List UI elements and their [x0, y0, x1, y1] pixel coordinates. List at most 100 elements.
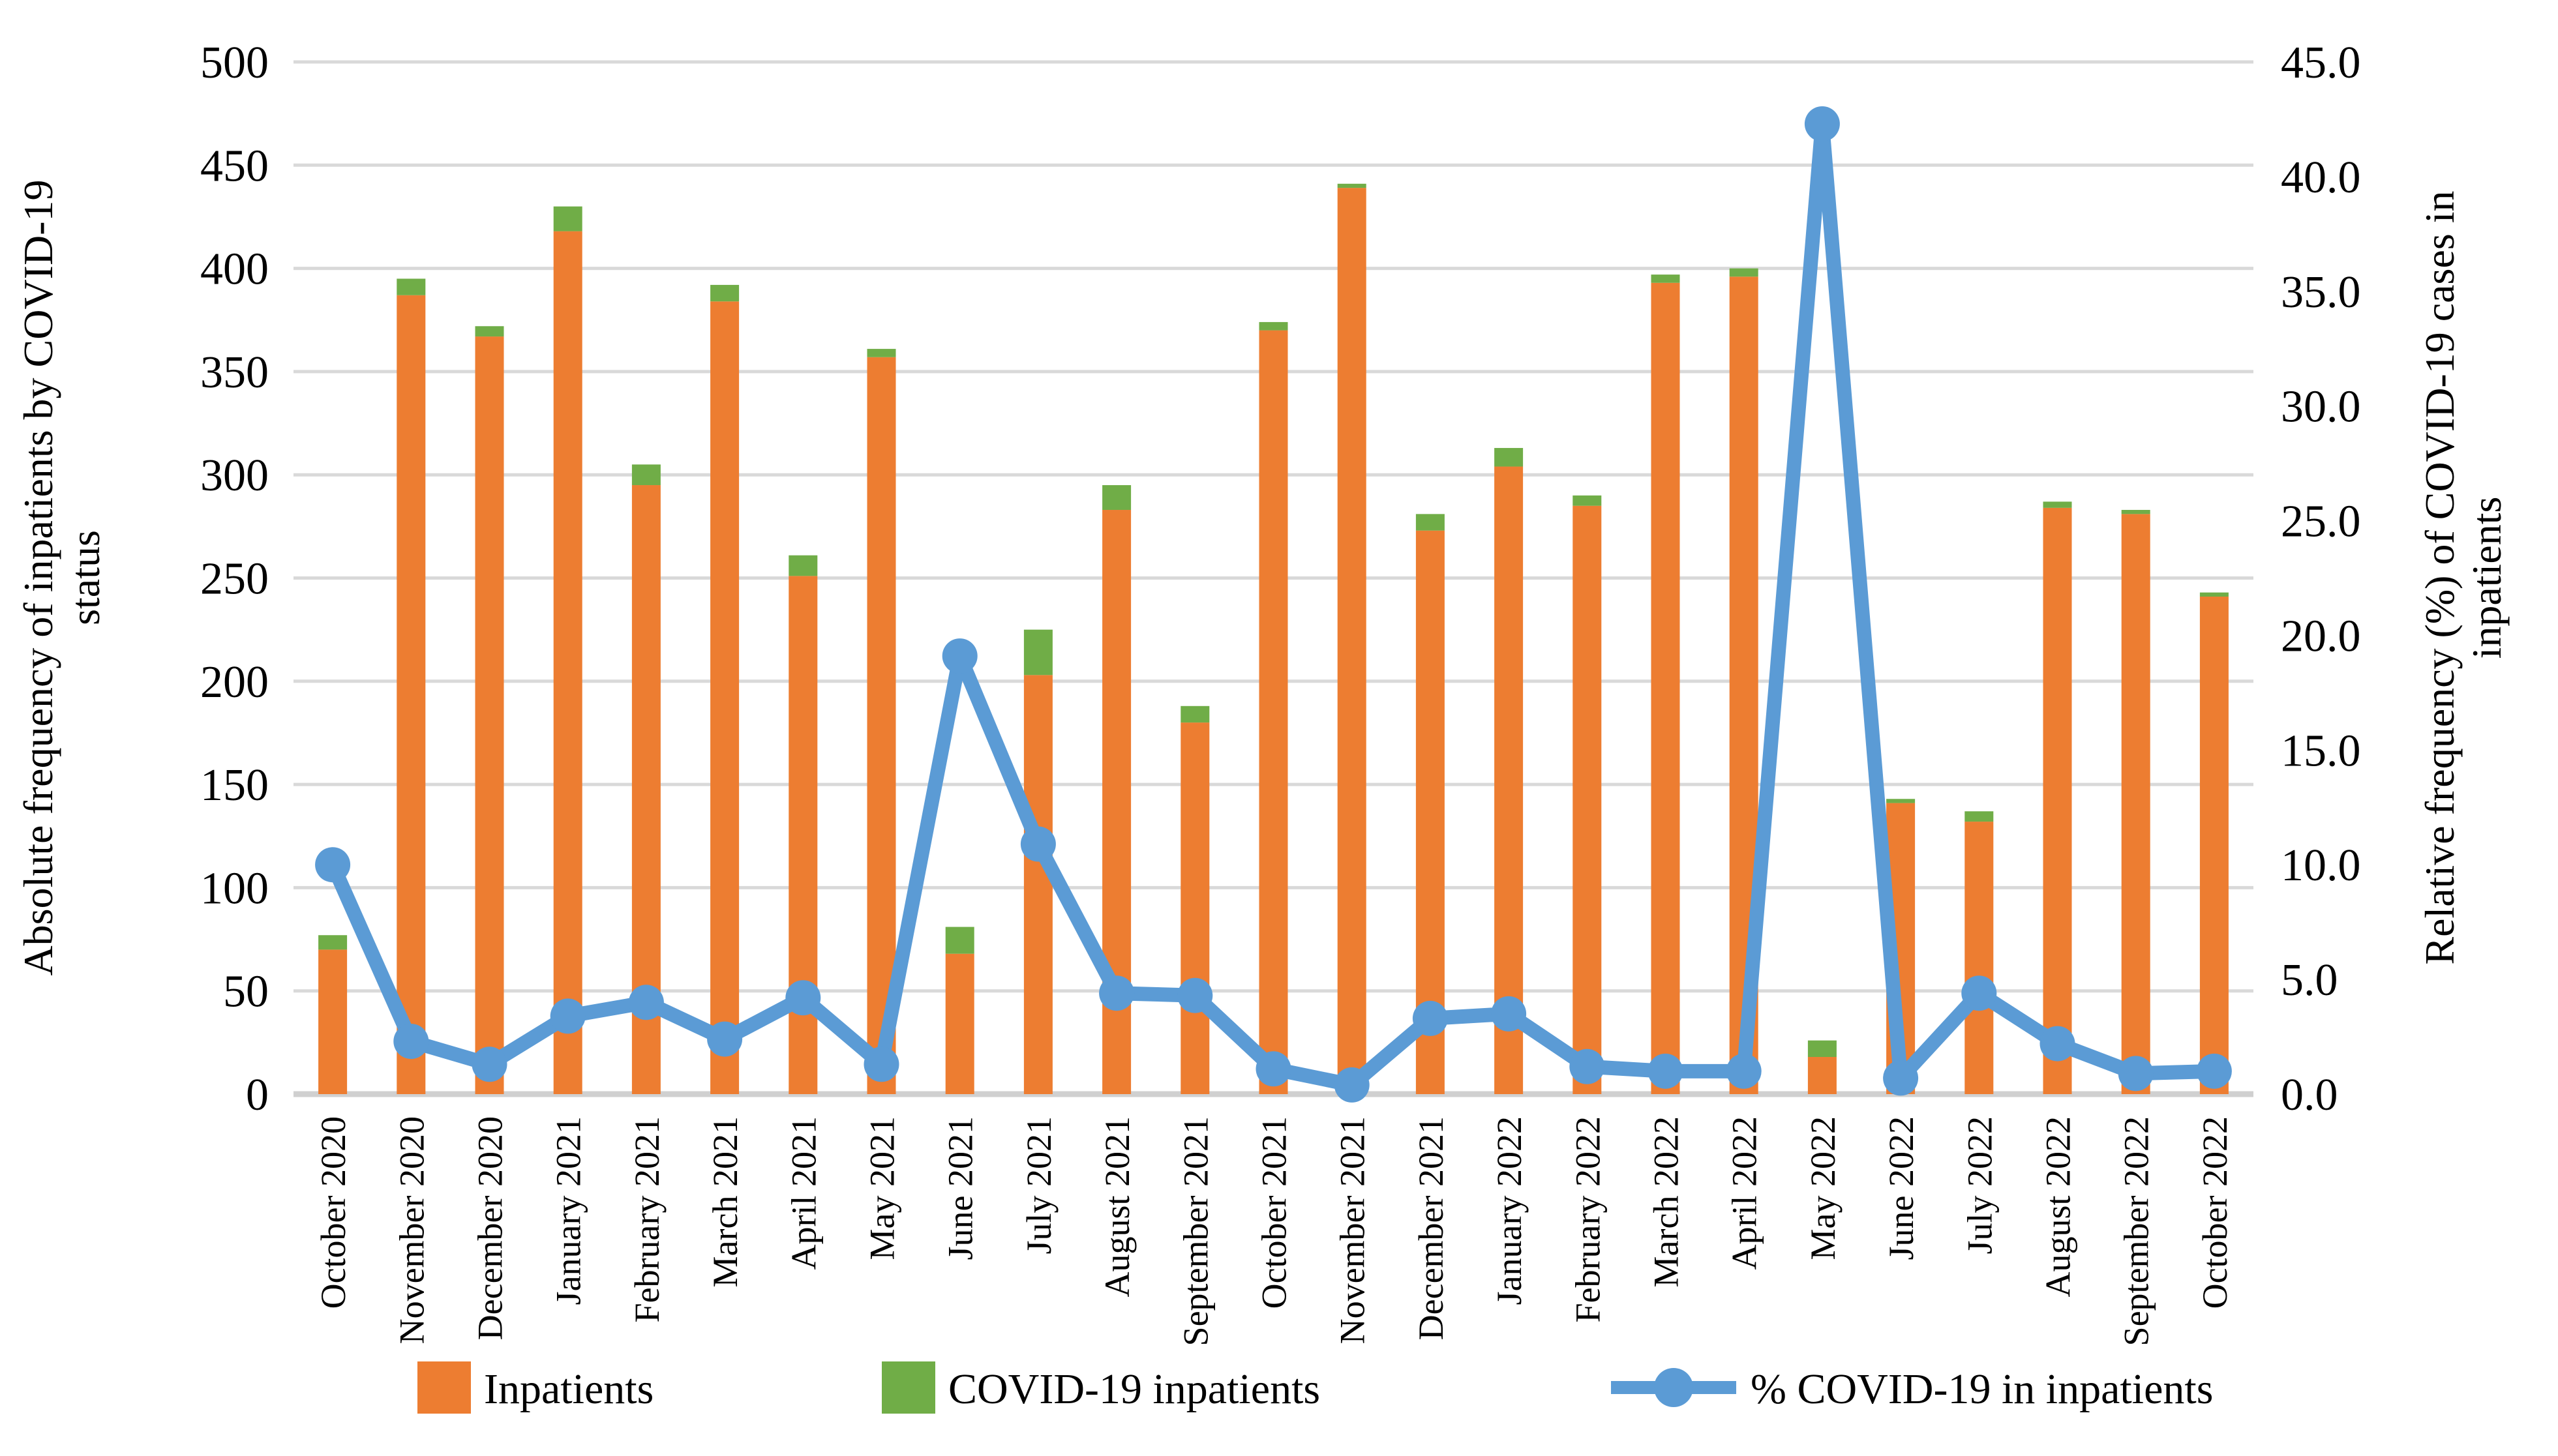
- y-right-tick-label: 10.0: [2281, 840, 2361, 891]
- bar-covid-inpatients: [631, 464, 661, 486]
- y-right-tick-label: 30.0: [2281, 382, 2361, 432]
- percent-line-marker: [864, 1047, 899, 1082]
- x-axis-label-august-2022: August 2022: [2039, 1116, 2078, 1298]
- y-left-tick-label: 500: [200, 38, 269, 88]
- y-left-tick-label: 300: [200, 451, 269, 501]
- legend-swatch-covid-inpatients: [882, 1361, 935, 1414]
- percent-line-marker: [1177, 977, 1213, 1013]
- percent-line-marker: [1491, 996, 1527, 1032]
- x-axis-label-january-2021: January 2021: [549, 1116, 588, 1305]
- percent-line-marker: [315, 847, 351, 883]
- x-axis-label-march-2022: March 2022: [1647, 1116, 1686, 1287]
- bar-covid-inpatients: [397, 278, 426, 295]
- percent-line-marker: [393, 1024, 429, 1060]
- bar-inpatients: [475, 336, 504, 1094]
- percent-line-marker: [785, 980, 821, 1016]
- bar-covid-inpatients: [945, 927, 974, 954]
- y-left-tick-label: 400: [200, 245, 269, 295]
- bar-covid-inpatients: [1572, 495, 1602, 506]
- y-right-tick-label: 35.0: [2281, 267, 2361, 318]
- y-right-tick-label: 0.0: [2281, 1070, 2338, 1120]
- bar-covid-inpatients: [710, 284, 740, 302]
- bar-covid-inpatients: [867, 349, 896, 357]
- bar-inpatients: [2043, 507, 2072, 1094]
- bar-inpatients: [1807, 1057, 1837, 1094]
- bar-inpatients: [397, 295, 426, 1094]
- percent-line-marker: [1648, 1053, 1683, 1089]
- x-axis-month-labels: October 2020 November 2020 December 2020 Ja…: [314, 1116, 2234, 1346]
- legend: Inpatients COVID-19 inpatients % COVID-1…: [417, 1361, 2213, 1414]
- bar-inpatients: [1415, 530, 1445, 1094]
- percent-line-series: [315, 106, 2232, 1103]
- x-axis-label-march-2021: March 2021: [706, 1116, 745, 1287]
- bar-inpatients: [1572, 505, 1602, 1094]
- bar-inpatients: [2199, 596, 2229, 1094]
- y-axis-left-title-line2: status: [62, 530, 108, 625]
- x-axis-label-september-2021: September 2021: [1176, 1116, 1215, 1346]
- bar-covid-inpatients: [2121, 510, 2150, 514]
- bar-covid-inpatients: [1181, 706, 1210, 723]
- percent-line-marker: [1726, 1053, 1762, 1089]
- legend-label-inpatients: Inpatients: [484, 1365, 654, 1413]
- percent-line-marker: [707, 1021, 743, 1057]
- bar-covid-inpatients: [1259, 321, 1288, 331]
- legend-label-percent-covid: % COVID-19 in inpatients: [1751, 1365, 2213, 1413]
- bar-inpatients: [1651, 282, 1680, 1095]
- percent-line-marker: [1256, 1051, 1291, 1087]
- bar-inpatients: [1259, 330, 1288, 1095]
- y-left-tick-label: 450: [200, 141, 269, 191]
- x-axis-label-august-2021: August 2021: [1098, 1116, 1137, 1298]
- bar-covid-inpatients: [1886, 799, 1916, 803]
- bar-inpatients: [1964, 822, 1994, 1094]
- y-axis-left-title-line1: Absolute frequency of inpatients by COVI…: [15, 179, 61, 975]
- bar-inpatients: [2121, 514, 2150, 1094]
- x-axis-label-june-2021: June 2021: [941, 1116, 980, 1260]
- legend-label-covid-inpatients: COVID-19 inpatients: [948, 1365, 1320, 1413]
- bar-inpatients: [318, 949, 348, 1094]
- y-axis-right-tick-labels: 0.0 5.0 10.0 15.0 20.0 25.0 30.0 35.0 40.0 45.0: [2281, 38, 2361, 1120]
- x-axis-label-september-2022: September 2022: [2117, 1116, 2156, 1346]
- bar-covid-inpatients: [2043, 501, 2072, 508]
- x-axis-label-april-2022: April 2022: [1725, 1116, 1764, 1270]
- x-axis-label-february-2022: February 2022: [1568, 1116, 1607, 1322]
- x-axis-label-july-2022: July 2022: [1960, 1116, 1999, 1255]
- y-left-tick-label: 350: [200, 348, 269, 398]
- bar-covid-inpatients: [2199, 592, 2229, 597]
- y-axis-left-tick-labels: 0 50 100 150 200 250 300 350 400 450 500: [200, 38, 269, 1120]
- bar-covid-inpatients: [1964, 811, 1994, 822]
- x-axis-label-november-2020: November 2020: [392, 1116, 431, 1344]
- percent-line-marker: [1334, 1067, 1370, 1103]
- bar-covid-inpatients: [1337, 183, 1366, 188]
- percent-line-marker: [1569, 1048, 1605, 1084]
- bar-inpatients: [710, 301, 740, 1095]
- bar-inpatients: [1023, 675, 1053, 1094]
- y-axis-right-title-line1: Relative frequency (%) of COVID-19 cases…: [2416, 190, 2463, 964]
- y-left-tick-label: 250: [200, 554, 269, 604]
- percent-line-marker: [2039, 1026, 2075, 1062]
- x-axis-label-april-2021: April 2021: [784, 1116, 823, 1270]
- percent-line-marker: [1961, 975, 1997, 1011]
- x-axis-label-july-2021: July 2021: [1019, 1116, 1059, 1255]
- bar-covid-inpatients: [789, 555, 818, 576]
- bar-covid-inpatients: [1102, 485, 1132, 511]
- x-axis-label-december-2020: December 2020: [471, 1116, 510, 1340]
- x-axis-label-october-2021: October 2021: [1255, 1116, 1294, 1309]
- y-left-tick-label: 0: [246, 1070, 269, 1120]
- y-left-tick-label: 100: [200, 863, 269, 914]
- percent-line-marker: [1883, 1060, 1919, 1096]
- bar-covid-inpatients: [1494, 448, 1524, 467]
- y-right-tick-label: 45.0: [2281, 38, 2361, 88]
- bar-inpatients: [1494, 466, 1524, 1094]
- percent-line-marker: [1412, 1000, 1448, 1036]
- bar-covid-inpatients: [475, 326, 504, 337]
- y-axis-right-title-line2: inpatients: [2463, 497, 2510, 659]
- bar-covid-inpatients: [553, 206, 582, 231]
- y-right-tick-label: 5.0: [2281, 955, 2338, 1005]
- percent-line-marker: [550, 998, 586, 1034]
- legend-swatch-inpatients: [417, 1361, 471, 1414]
- bar-inpatients: [1181, 722, 1210, 1094]
- bar-covid-inpatients: [1651, 275, 1680, 283]
- y-right-tick-label: 25.0: [2281, 497, 2361, 547]
- percent-line-marker: [628, 985, 664, 1020]
